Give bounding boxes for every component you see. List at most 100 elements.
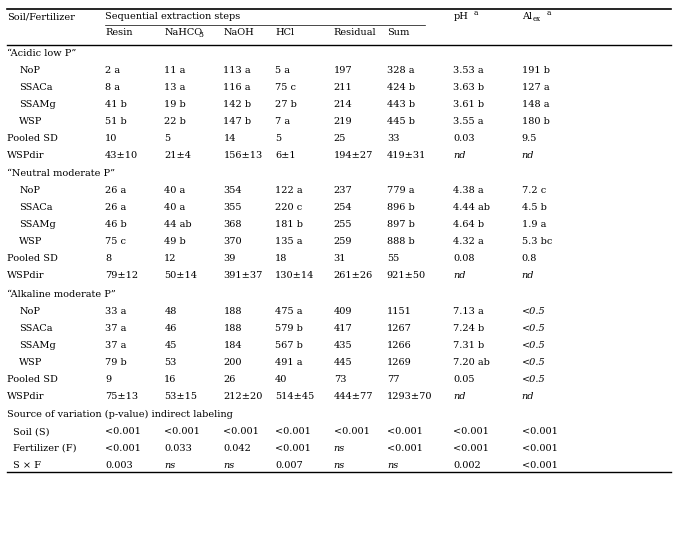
Text: 46: 46	[164, 324, 177, 333]
Text: 7.24 b: 7.24 b	[454, 324, 485, 333]
Text: <0.5: <0.5	[522, 340, 546, 350]
Text: <0.5: <0.5	[522, 374, 546, 383]
Text: 7.20 ab: 7.20 ab	[454, 358, 490, 367]
Text: 237: 237	[334, 186, 353, 195]
Text: Al: Al	[522, 12, 532, 21]
Text: 3.61 b: 3.61 b	[454, 100, 484, 109]
Text: 6±1: 6±1	[275, 151, 296, 160]
Text: 116 a: 116 a	[223, 83, 251, 92]
Text: 5 a: 5 a	[275, 66, 290, 75]
Text: nd: nd	[522, 271, 534, 280]
Text: 7 a: 7 a	[275, 117, 290, 126]
Text: a: a	[547, 9, 551, 17]
Text: 888 b: 888 b	[387, 237, 414, 246]
Text: 22 b: 22 b	[164, 117, 186, 126]
Text: Soil/Fertilizer: Soil/Fertilizer	[7, 12, 75, 21]
Text: 26 a: 26 a	[105, 186, 126, 195]
Text: 921±50: 921±50	[387, 271, 426, 280]
Text: NaHCO: NaHCO	[164, 27, 202, 37]
Text: 197: 197	[334, 66, 353, 75]
Text: 0.042: 0.042	[223, 444, 252, 453]
Text: 27 b: 27 b	[275, 100, 297, 109]
Text: SSACa: SSACa	[20, 324, 53, 333]
Text: 75 c: 75 c	[275, 83, 296, 92]
Text: 33: 33	[387, 134, 399, 143]
Text: 419±31: 419±31	[387, 151, 426, 160]
Text: pH: pH	[454, 12, 468, 21]
Text: Residual: Residual	[334, 27, 376, 37]
Text: 1293±70: 1293±70	[387, 392, 433, 401]
Text: 49 b: 49 b	[164, 237, 186, 246]
Text: 0.03: 0.03	[454, 134, 475, 143]
Text: Sum: Sum	[387, 27, 410, 37]
Text: 435: 435	[334, 340, 353, 350]
Text: 1.9 a: 1.9 a	[522, 220, 546, 229]
Text: 214: 214	[334, 100, 353, 109]
Text: 11 a: 11 a	[164, 66, 186, 75]
Text: 200: 200	[223, 358, 242, 367]
Text: 0.08: 0.08	[454, 254, 475, 263]
Text: 779 a: 779 a	[387, 186, 414, 195]
Text: 0.033: 0.033	[164, 444, 192, 453]
Text: 259: 259	[334, 237, 352, 246]
Text: 147 b: 147 b	[223, 117, 252, 126]
Text: nd: nd	[454, 271, 466, 280]
Text: 19 b: 19 b	[164, 100, 186, 109]
Text: 0.003: 0.003	[105, 461, 133, 470]
Text: 156±13: 156±13	[223, 151, 262, 160]
Text: 113 a: 113 a	[223, 66, 251, 75]
Text: HCl: HCl	[275, 27, 294, 37]
Text: 355: 355	[223, 203, 242, 213]
Text: Pooled SD: Pooled SD	[7, 374, 58, 383]
Text: 424 b: 424 b	[387, 83, 415, 92]
Text: 0.05: 0.05	[454, 374, 475, 383]
Text: 4.32 a: 4.32 a	[454, 237, 484, 246]
Text: 14: 14	[223, 134, 236, 143]
Text: 77: 77	[387, 374, 399, 383]
Text: 254: 254	[334, 203, 353, 213]
Text: 184: 184	[223, 340, 242, 350]
Text: 41 b: 41 b	[105, 100, 127, 109]
Text: 5.3 bc: 5.3 bc	[522, 237, 552, 246]
Text: 514±45: 514±45	[275, 392, 315, 401]
Text: 328 a: 328 a	[387, 66, 414, 75]
Text: 0.007: 0.007	[275, 461, 303, 470]
Text: 37 a: 37 a	[105, 324, 127, 333]
Text: <0.001: <0.001	[105, 427, 141, 436]
Text: 75±13: 75±13	[105, 392, 138, 401]
Text: <0.001: <0.001	[275, 444, 311, 453]
Text: 39: 39	[223, 254, 236, 263]
Text: 48: 48	[164, 307, 177, 316]
Text: 142 b: 142 b	[223, 100, 252, 109]
Text: 444±77: 444±77	[334, 392, 373, 401]
Text: 445 b: 445 b	[387, 117, 415, 126]
Text: 1151: 1151	[387, 307, 412, 316]
Text: 3.63 b: 3.63 b	[454, 83, 484, 92]
Text: SSAMg: SSAMg	[20, 100, 56, 109]
Text: <0.001: <0.001	[522, 461, 557, 470]
Text: ns: ns	[164, 461, 176, 470]
Text: 219: 219	[334, 117, 353, 126]
Text: Resin: Resin	[105, 27, 133, 37]
Text: 255: 255	[334, 220, 352, 229]
Text: 445: 445	[334, 358, 353, 367]
Text: 16: 16	[164, 374, 177, 383]
Text: 25: 25	[334, 134, 346, 143]
Text: 4.44 ab: 4.44 ab	[454, 203, 490, 213]
Text: 8 a: 8 a	[105, 83, 120, 92]
Text: 26: 26	[223, 374, 236, 383]
Text: “Neutral moderate P”: “Neutral moderate P”	[7, 170, 115, 179]
Text: 43±10: 43±10	[105, 151, 138, 160]
Text: 9.5: 9.5	[522, 134, 537, 143]
Text: 897 b: 897 b	[387, 220, 415, 229]
Text: SSAMg: SSAMg	[20, 340, 56, 350]
Text: Fertilizer (F): Fertilizer (F)	[13, 444, 76, 453]
Text: a: a	[473, 9, 478, 17]
Text: 5: 5	[164, 134, 170, 143]
Text: 220 c: 220 c	[275, 203, 302, 213]
Text: 8: 8	[105, 254, 111, 263]
Text: ns: ns	[387, 461, 398, 470]
Text: 579 b: 579 b	[275, 324, 303, 333]
Text: nd: nd	[454, 151, 466, 160]
Text: <0.001: <0.001	[105, 444, 141, 453]
